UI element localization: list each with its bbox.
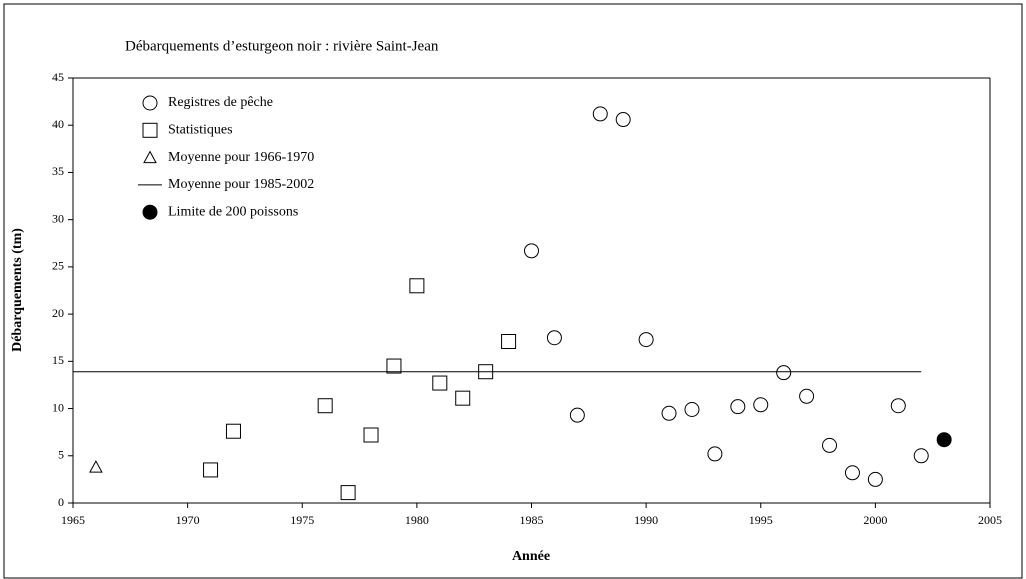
legend-label: Moyenne pour 1985-2002 <box>168 177 314 192</box>
y-tick-label: 5 <box>58 448 64 462</box>
point <box>432 375 448 391</box>
point <box>409 278 425 294</box>
point <box>684 402 700 417</box>
frame <box>3 3 1023 579</box>
x-tick-label: 1970 <box>176 513 200 527</box>
y-tick-label: 35 <box>52 164 64 178</box>
point <box>363 427 379 443</box>
point <box>822 437 838 453</box>
x-tick-label: 1980 <box>405 513 429 527</box>
legend-swatch <box>142 122 158 138</box>
point <box>340 485 356 501</box>
y-tick-label: 25 <box>52 259 64 273</box>
y-tick-label: 30 <box>52 211 64 225</box>
y-tick-label: 20 <box>52 306 64 320</box>
x-tick-label: 1975 <box>290 513 314 527</box>
x-tick-label: 1995 <box>749 513 773 527</box>
point <box>913 448 929 464</box>
point <box>844 465 860 481</box>
x-axis-label: Année <box>512 549 550 564</box>
point <box>386 358 402 374</box>
x-tick-label: 1965 <box>61 513 85 527</box>
point <box>638 332 654 348</box>
legend-swatch <box>143 150 157 164</box>
point <box>730 399 746 415</box>
point <box>661 405 677 421</box>
point <box>569 407 585 423</box>
point <box>592 106 608 122</box>
point <box>799 388 815 404</box>
legend-label: Statistiques <box>168 123 233 138</box>
legend-label: Moyenne pour 1966-1970 <box>168 150 314 165</box>
point <box>936 432 952 448</box>
point <box>455 390 471 406</box>
y-tick-label: 15 <box>52 353 64 367</box>
chart-title: Débarquements d’esturgeon noir : rivière… <box>125 38 439 54</box>
point <box>546 330 562 346</box>
legend-label: Limite de 200 poissons <box>168 204 298 219</box>
y-tick-label: 45 <box>52 70 64 84</box>
x-tick-label: 2005 <box>978 513 1002 527</box>
y-tick-label: 0 <box>58 495 64 509</box>
point <box>203 462 219 478</box>
point <box>776 365 792 381</box>
legend-swatch <box>142 204 158 220</box>
legend-label: Registres de pêche <box>168 95 273 110</box>
point <box>225 423 241 439</box>
point <box>890 398 906 414</box>
y-axis-label: Débarquements (tm) <box>10 228 25 352</box>
point <box>707 446 723 462</box>
x-tick-label: 1985 <box>520 513 544 527</box>
legend-swatch <box>142 95 158 111</box>
x-tick-label: 1990 <box>634 513 658 527</box>
y-tick-label: 10 <box>52 400 64 414</box>
x-tick-label: 2000 <box>863 513 887 527</box>
point <box>753 397 769 413</box>
point <box>89 460 103 473</box>
point <box>867 471 883 487</box>
point <box>524 243 539 259</box>
point <box>615 112 631 128</box>
point <box>501 334 517 349</box>
y-tick-label: 40 <box>52 117 64 131</box>
point <box>317 398 333 414</box>
